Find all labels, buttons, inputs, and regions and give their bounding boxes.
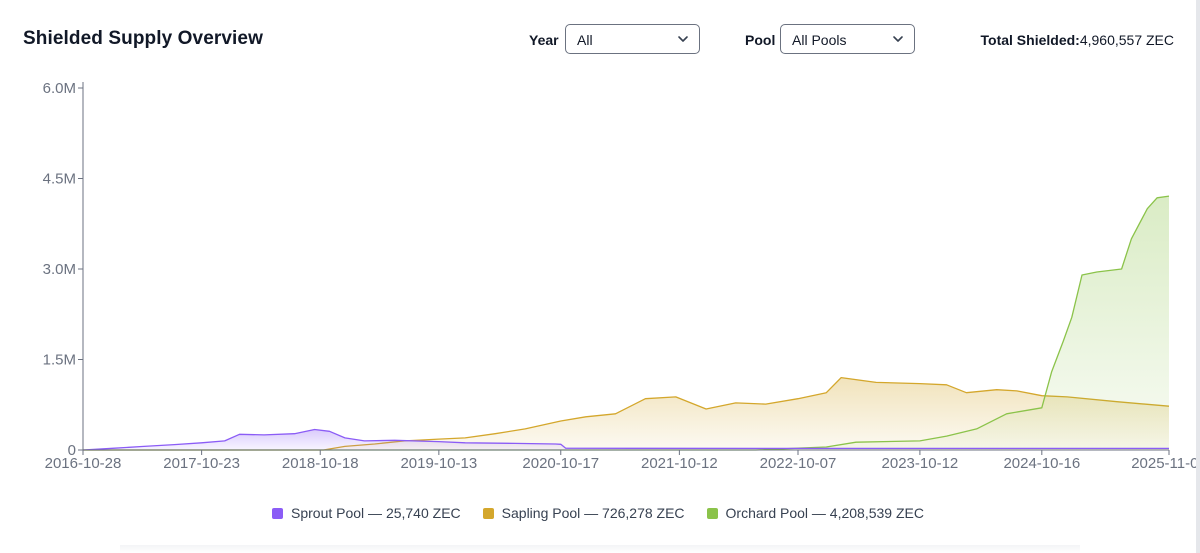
- series-area-sprout: [83, 429, 1169, 450]
- year-filter-label: Year: [529, 32, 559, 48]
- legend-label: Sapling Pool — 726,278 ZEC: [501, 505, 685, 521]
- pool-filter-label: Pool: [745, 32, 776, 48]
- x-tick-label: 2022-10-07: [760, 455, 837, 472]
- x-tick-label: 2024-10-16: [1003, 455, 1080, 472]
- y-tick-label: 6.0M: [43, 80, 76, 97]
- legend-swatch: [706, 507, 718, 519]
- x-tick-label: 2019-10-13: [400, 455, 477, 472]
- year-select-value: All: [577, 32, 593, 48]
- legend-item-sapling[interactable]: Sapling Pool — 726,278 ZEC: [482, 505, 685, 521]
- x-tick-label: 2016-10-28: [45, 455, 122, 472]
- pool-select[interactable]: All Pools: [780, 24, 915, 54]
- series-area-sapling: [83, 377, 1169, 450]
- y-tick-label: 3.0M: [43, 261, 76, 278]
- shielded-supply-chart: 0 1.5M 3.0M 4.5M 6.0M 2016-10-28 2017-10-23 201…: [43, 80, 1196, 472]
- y-tick-label: 1.5M: [43, 352, 76, 369]
- year-select[interactable]: All: [565, 24, 700, 54]
- series-line-sprout: [82, 428, 1169, 451]
- right-edge-border: [1196, 0, 1200, 553]
- page-title: Shielded Supply Overview: [23, 28, 263, 49]
- chart-legend: Sprout Pool — 25,740 ZEC Sapling Pool — 7…: [0, 505, 1196, 521]
- chevron-down-icon: [893, 36, 903, 42]
- series-area-orchard: [83, 196, 1169, 450]
- total-shielded-label: Total Shielded:: [980, 32, 1080, 48]
- total-shielded-value: 4,960,557 ZEC: [1079, 32, 1174, 48]
- legend-item-sprout[interactable]: Sprout Pool — 25,740 ZEC: [272, 505, 461, 521]
- y-tick-label: 4.5M: [43, 171, 76, 188]
- legend-label: Sprout Pool — 25,740 ZEC: [291, 505, 461, 521]
- legend-label: Orchard Pool — 4,208,539 ZEC: [725, 505, 924, 521]
- legend-swatch: [482, 507, 494, 519]
- series-line-sapling: [83, 376, 1170, 451]
- x-tick-label: 2017-10-23: [163, 455, 240, 472]
- x-tick-label: 2018-10-18: [282, 455, 359, 472]
- legend-swatch: [272, 507, 283, 519]
- x-tick-label: 2020-10-17: [522, 455, 599, 472]
- bottom-divider: [120, 545, 1080, 553]
- total-shielded: Total Shielded:4,960,557 ZEC: [981, 32, 1174, 48]
- pool-select-value: All Pools: [792, 32, 847, 48]
- legend-item-orchard[interactable]: Orchard Pool — 4,208,539 ZEC: [706, 505, 924, 521]
- series-line-orchard: [83, 195, 1170, 451]
- x-tick-label: 2025-11-06: [1131, 455, 1196, 472]
- x-tick-label: 2021-10-12: [641, 455, 718, 472]
- x-tick-label: 2023-10-12: [882, 455, 959, 472]
- chevron-down-icon: [678, 36, 688, 42]
- y-tick-label: 0: [68, 442, 76, 459]
